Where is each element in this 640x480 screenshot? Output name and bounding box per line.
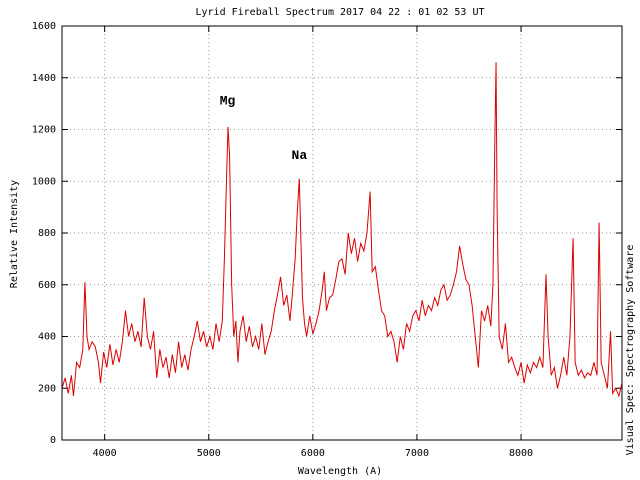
x-tick-label: 7000 [405, 448, 429, 459]
y-tick-label: 200 [38, 383, 56, 394]
y-tick-label: 1600 [32, 21, 56, 32]
chart-title: Lyrid Fireball Spectrum 2017 04 22 : 01 … [196, 7, 485, 18]
annotation: Mg [220, 93, 236, 108]
x-tick-label: 5000 [197, 448, 221, 459]
x-tick-label: 6000 [301, 448, 325, 459]
y-tick-label: 600 [38, 280, 56, 291]
annotation: Na [292, 148, 308, 163]
plot-border [61, 25, 623, 441]
x-tick-label: 8000 [509, 448, 533, 459]
x-axis-label: Wavelength (A) [298, 466, 382, 477]
y-tick-label: 1400 [32, 73, 56, 84]
spectrum-line [61, 62, 623, 398]
y-tick-label: 1000 [32, 176, 56, 187]
y-tick-label: 400 [38, 332, 56, 343]
y-tick-label: 800 [38, 228, 56, 239]
y-tick-label: 0 [50, 435, 56, 446]
y-axis-label: Relative Intensity [9, 180, 20, 288]
x-tick-label: 4000 [93, 448, 117, 459]
side-label: Visual Spec: Spectrography Software [625, 245, 636, 456]
y-tick-label: 1200 [32, 125, 56, 136]
